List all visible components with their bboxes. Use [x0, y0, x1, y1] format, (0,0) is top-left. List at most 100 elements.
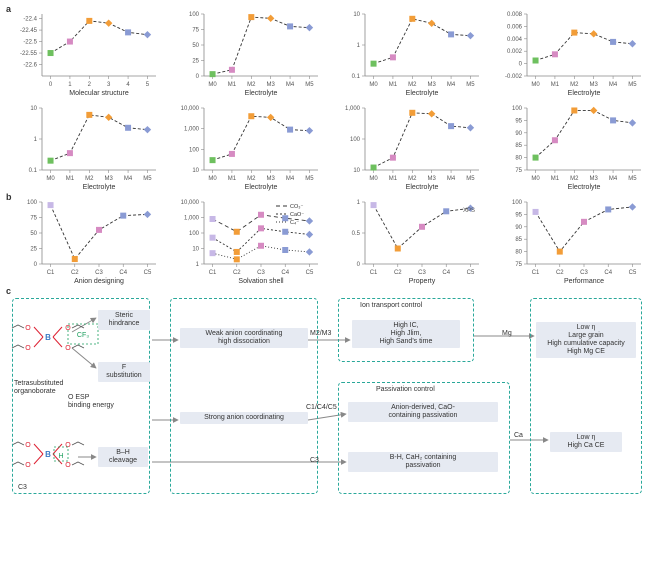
flow-label-cares: Low ηHigh Ca CE — [550, 432, 622, 452]
svg-text:1: 1 — [195, 262, 199, 268]
svg-text:M1: M1 — [227, 176, 236, 182]
svg-text:C4: C4 — [281, 270, 289, 276]
svg-text:0.006: 0.006 — [506, 24, 522, 30]
svg-text:-22.55: -22.55 — [20, 51, 38, 57]
svg-text:1,000: 1,000 — [183, 216, 199, 222]
svg-text:M0: M0 — [531, 176, 540, 182]
svg-text:XPS: XPS — [463, 208, 475, 214]
svg-text:CO₃⁻: CO₃⁻ — [290, 204, 303, 210]
svg-text:Performance: Performance — [563, 278, 603, 285]
svg-text:-0.002: -0.002 — [504, 74, 522, 80]
flow-label-pass2: B-H, CaH₂ containingpassivation — [348, 452, 498, 472]
svg-text:10,000: 10,000 — [180, 106, 199, 112]
flow-label-steric: Sterichindrance — [98, 310, 150, 330]
svg-text:100: 100 — [188, 231, 199, 237]
svg-text:M4: M4 — [608, 176, 617, 182]
svg-text:0.1: 0.1 — [29, 168, 38, 174]
svg-text:C3: C3 — [95, 270, 103, 276]
panel-a2-4: 7580859095100M0M1M2M3M4M5CE (%)Electroly… — [493, 102, 649, 192]
svg-text:C2: C2 — [232, 270, 240, 276]
svg-text:M2: M2 — [570, 176, 579, 182]
svg-text:C3: C3 — [580, 270, 588, 276]
svg-text:M1: M1 — [389, 82, 398, 88]
svg-text:M4: M4 — [447, 176, 456, 182]
svg-text:C5: C5 — [144, 270, 152, 276]
svg-text:M5: M5 — [466, 82, 475, 88]
flow-label-fsub: Fsubstitution — [98, 362, 150, 382]
svg-text:100: 100 — [188, 12, 199, 18]
flow-label-bh: B–Hcleavage — [98, 447, 148, 467]
svg-text:C1: C1 — [531, 270, 539, 276]
svg-text:100: 100 — [350, 137, 361, 143]
svg-text:95: 95 — [515, 212, 522, 218]
svg-text:50: 50 — [30, 231, 37, 237]
svg-text:C2: C2 — [555, 270, 563, 276]
svg-text:M0: M0 — [208, 176, 217, 182]
svg-text:M1: M1 — [227, 82, 236, 88]
flow-label-m2m3: M2/M3 — [310, 330, 340, 338]
svg-text:M3: M3 — [589, 176, 598, 182]
svg-text:M2: M2 — [570, 82, 579, 88]
flow-label-ca: Ca — [514, 432, 532, 440]
svg-text:M2: M2 — [408, 82, 417, 88]
svg-text:C4: C4 — [119, 270, 127, 276]
svg-text:M1: M1 — [66, 176, 75, 182]
flow-label-ion_body: High IC,High Jlim,High Sand's time — [352, 320, 460, 348]
svg-text:C1: C1 — [47, 270, 55, 276]
svg-text:M4: M4 — [285, 176, 294, 182]
flow-label-pass_title: Passivation control — [376, 386, 476, 394]
svg-text:75: 75 — [192, 28, 199, 34]
svg-text:C1: C1 — [208, 270, 216, 276]
svg-text:75: 75 — [515, 168, 522, 174]
svg-text:10: 10 — [353, 168, 360, 174]
flow-label-mg: Mg — [502, 330, 520, 338]
svg-text:90: 90 — [515, 131, 522, 137]
flow-label-mgres: Low ηLarge grainHigh cumulative capacity… — [536, 322, 636, 358]
svg-text:Molecular structure: Molecular structure — [69, 90, 129, 97]
svg-text:M1: M1 — [550, 176, 559, 182]
svg-text:M4: M4 — [447, 82, 456, 88]
svg-text:C2: C2 — [71, 270, 79, 276]
svg-text:Anion designing: Anion designing — [74, 278, 124, 285]
panel-a1-2: 0255075100M0M1M2M3M4M5SSIP + pCIP percen… — [170, 8, 326, 98]
svg-text:M5: M5 — [628, 82, 637, 88]
svg-text:75: 75 — [30, 216, 37, 222]
row-a1: a-22.6-22.55-22.5-22.45-22.4012345ESP of… — [8, 8, 648, 98]
svg-text:0.008: 0.008 — [506, 12, 522, 18]
flow-label-oesp: O ESPbinding energy — [68, 394, 140, 410]
svg-text:80: 80 — [515, 250, 522, 256]
panel-a2-2: 101001,00010,000M0M1M2M3M4M5Sand's time … — [170, 102, 326, 192]
flow-label-c3: C3 — [18, 484, 38, 492]
flow-label-tetra: Tetrasubstitutedorganoborate — [14, 380, 94, 396]
svg-text:M1: M1 — [550, 82, 559, 88]
panel-b-1: b0255075100C1C2C3C4C5pCIP + fCIP + MAC (… — [8, 196, 164, 286]
svg-text:Electrolyte: Electrolyte — [567, 90, 600, 97]
svg-text:-22.6: -22.6 — [23, 63, 37, 69]
flow-label-weak: Weak anion coordinatinghigh dissociation — [180, 328, 308, 348]
svg-text:M0: M0 — [531, 82, 540, 88]
svg-text:100: 100 — [511, 200, 522, 206]
svg-text:75: 75 — [515, 262, 522, 268]
svg-text:85: 85 — [515, 143, 522, 149]
svg-text:Electrolyte: Electrolyte — [406, 184, 439, 191]
svg-text:80: 80 — [515, 156, 522, 162]
panel-a1-3: 0.1110M0M1M2M3M4M5Ionic conductivity (mS… — [331, 8, 487, 98]
svg-text:0.002: 0.002 — [506, 49, 522, 55]
flow-label-c1c4c5: C1/C4/C5 — [306, 404, 344, 412]
svg-text:C5: C5 — [628, 270, 636, 276]
svg-text:-22.5: -22.5 — [23, 40, 37, 46]
svg-text:1: 1 — [68, 82, 72, 88]
svg-text:M3: M3 — [266, 82, 275, 88]
svg-text:Electrolyte: Electrolyte — [244, 184, 277, 191]
svg-text:1,000: 1,000 — [183, 127, 199, 133]
svg-text:25: 25 — [30, 247, 37, 253]
svg-text:0: 0 — [357, 262, 361, 268]
svg-text:1,000: 1,000 — [345, 106, 361, 112]
svg-text:-22.4: -22.4 — [23, 17, 37, 23]
svg-text:M5: M5 — [628, 176, 637, 182]
svg-text:1: 1 — [34, 137, 38, 143]
svg-text:1: 1 — [357, 43, 361, 49]
dashed-group — [338, 382, 510, 494]
svg-text:Property: Property — [409, 278, 436, 285]
svg-text:25: 25 — [192, 59, 199, 65]
